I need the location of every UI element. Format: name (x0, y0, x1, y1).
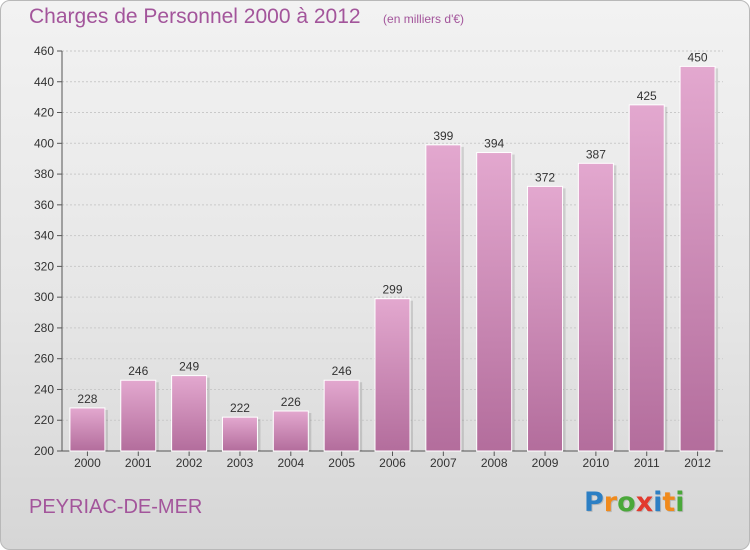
bar-value-label: 222 (230, 401, 250, 415)
bar-value-label: 425 (637, 89, 657, 103)
bar (69, 407, 106, 452)
logo-letter: o (617, 487, 636, 518)
title-row: Charges de Personnel 2000 à 2012 (en mil… (29, 5, 464, 29)
y-tick-label: 280 (34, 321, 54, 335)
x-tick-label: 2001 (125, 456, 152, 470)
y-tick-label: 200 (34, 444, 54, 458)
x-tick-label: 2005 (328, 456, 355, 470)
axis-layer: 200 220 240 260 280 300 320 340 360 380 400 420 440 4… (34, 44, 723, 470)
label-layer: 228 246 249 222 226 246 299 399 394 372 387 425 450 (77, 50, 708, 415)
bar (628, 104, 665, 452)
y-tick-label: 400 (34, 136, 54, 150)
bar-value-label: 226 (281, 395, 301, 409)
logo-letter: t (662, 487, 676, 518)
bar-layer (69, 65, 719, 452)
y-tick-label: 460 (34, 44, 54, 58)
bar-value-label: 450 (688, 50, 708, 64)
x-tick-label: 2000 (74, 456, 101, 470)
bar-value-label: 399 (433, 129, 453, 143)
bar (272, 410, 309, 452)
x-tick-label: 2003 (227, 456, 254, 470)
bar (221, 416, 258, 452)
bar (577, 162, 614, 452)
bar (323, 379, 360, 452)
x-tick-label: 2006 (379, 456, 406, 470)
x-tick-label: 2010 (583, 456, 610, 470)
x-tick-label: 2011 (634, 456, 660, 470)
logo-letter: r (603, 487, 618, 518)
chart-title: Charges de Personnel 2000 à 2012 (29, 5, 361, 28)
y-tick-label: 320 (34, 259, 54, 273)
bar (679, 65, 716, 452)
commune-name: PEYRIAC-DE-MER (29, 496, 203, 518)
logo-letter: P (584, 487, 604, 518)
bar (527, 185, 564, 452)
bar-value-label: 372 (535, 170, 555, 184)
x-tick-label: 2004 (277, 456, 304, 470)
x-tick-label: 2008 (481, 456, 508, 470)
chart-subtitle: (en milliers d'€) (383, 12, 465, 26)
y-tick-label: 300 (34, 290, 54, 304)
bar (120, 379, 157, 452)
x-tick-label: 2012 (684, 456, 711, 470)
bar-value-label: 249 (179, 360, 199, 374)
logo-letter: x (635, 487, 654, 518)
x-tick-label: 2002 (176, 456, 203, 470)
y-tick-label: 360 (34, 198, 54, 212)
bar (425, 144, 462, 452)
y-tick-label: 440 (34, 75, 54, 89)
bar-value-label: 387 (586, 147, 606, 161)
x-tick-label: 2009 (532, 456, 559, 470)
bar-value-label: 246 (128, 364, 148, 378)
y-tick-label: 340 (34, 229, 54, 243)
x-tick-label: 2007 (430, 456, 457, 470)
logo-letter: i (675, 487, 685, 518)
y-tick-label: 380 (34, 167, 54, 181)
bar (476, 152, 513, 452)
bar (171, 375, 208, 452)
proxiti-logo: Proxiti (584, 487, 685, 518)
bar-value-label: 246 (332, 364, 352, 378)
y-tick-label: 240 (34, 382, 54, 396)
y-tick-label: 220 (34, 413, 54, 427)
bar-value-label: 394 (484, 137, 504, 151)
bar-value-label: 228 (77, 392, 97, 406)
y-tick-label: 420 (34, 106, 54, 120)
bar (374, 298, 411, 452)
bar-value-label: 299 (382, 283, 402, 297)
y-tick-label: 260 (34, 352, 54, 366)
logo-letter: i (653, 487, 663, 518)
